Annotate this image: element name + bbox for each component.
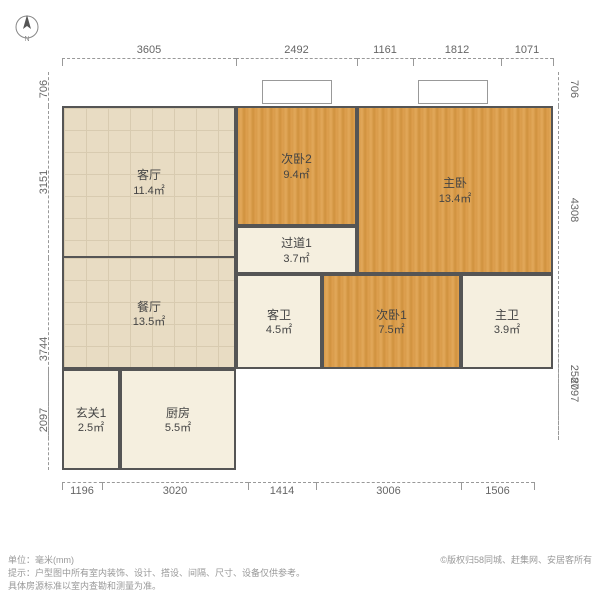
room-label-hall: 过道13.7㎡: [236, 236, 357, 266]
room-label-bath1: 客卫4.5㎡: [236, 308, 322, 338]
dim-top-line-4: [501, 58, 553, 59]
dim-left-line-1: [48, 106, 49, 258]
dim-bot-1: 3020: [102, 485, 248, 497]
dim-bot-line-1: [102, 482, 248, 483]
dim-right-3: 2097: [568, 370, 580, 410]
dim-bot-3: 3006: [316, 485, 461, 497]
dim-bot-line-0: [62, 482, 102, 483]
disclaimer-1: 提示：户型图中所有室内装饰、设计、搭设、间隔、尺寸、设备仅供参考。: [8, 568, 305, 578]
room-label-dining: 餐厅13.5㎡: [62, 300, 236, 330]
room-label-master: 主卧13.4㎡: [357, 176, 553, 206]
dim-right-line-3: [558, 339, 559, 440]
dim-left-line-3: [48, 369, 49, 470]
window-1: [418, 80, 488, 104]
copyright: ©版权归58同城、赶集网、安居客所有: [440, 553, 592, 566]
dim-top-3: 1812: [413, 44, 501, 56]
dim-bot-line-2: [248, 482, 316, 483]
room-label-bed2: 次卧29.4㎡: [236, 152, 357, 182]
dim-bot-2: 1414: [248, 485, 316, 497]
room-label-bath2: 主卫3.9㎡: [461, 308, 553, 338]
dim-bot-line-3: [316, 482, 461, 483]
dim-top-line-2: [357, 58, 413, 59]
disclaimer-2: 具体房源标准以室内查勘和测量为准。: [8, 581, 161, 591]
dim-left-line-0: [48, 72, 49, 106]
room-label-bed1: 次卧17.5㎡: [322, 308, 461, 338]
dim-right-line-0: [558, 72, 559, 106]
dim-top-2: 1161: [357, 44, 413, 56]
dim-top-line-3: [413, 58, 501, 59]
room-label-living: 客厅11.4㎡: [62, 168, 236, 198]
dim-bot-0: 1196: [62, 485, 102, 497]
dim-right-line-1: [558, 106, 559, 314]
room-label-kitchen: 厨房5.5㎡: [120, 406, 236, 436]
window-0: [262, 80, 332, 104]
svg-text:N: N: [24, 36, 29, 42]
dim-bot-line-4: [461, 482, 534, 483]
dim-top-line-1: [236, 58, 357, 59]
dim-top-4: 1071: [501, 44, 553, 56]
dim-top-line-0: [62, 58, 236, 59]
room-label-entry: 玄关12.5㎡: [62, 406, 120, 436]
dim-top-1: 2492: [236, 44, 357, 56]
dim-top-0: 3605: [62, 44, 236, 56]
dim-bot-4: 1506: [461, 485, 534, 497]
compass-icon: N: [12, 12, 42, 47]
unit-note: 单位：毫米(mm): [8, 555, 74, 565]
dim-right-1: 4308: [568, 190, 580, 230]
dim-right-0: 706: [568, 69, 580, 109]
footer: 单位：毫米(mm) ©版权归58同城、赶集网、安居客所有 提示：户型图中所有室内…: [8, 553, 592, 592]
